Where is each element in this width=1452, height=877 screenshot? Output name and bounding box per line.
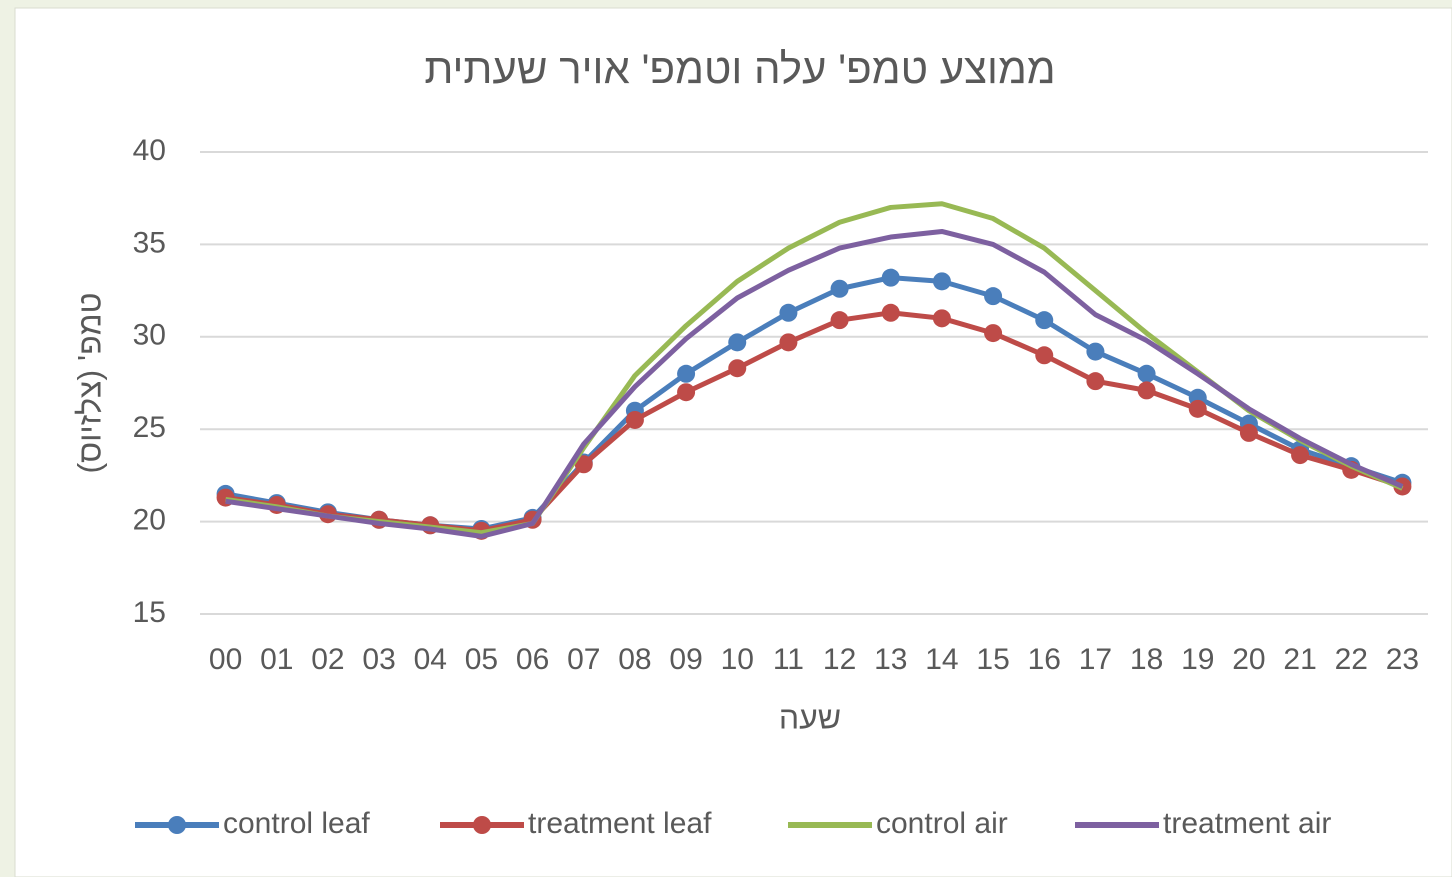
x-tick-label: 06 bbox=[516, 643, 549, 676]
x-tick-label: 03 bbox=[362, 643, 395, 676]
point bbox=[1137, 381, 1156, 400]
x-tick-label: 14 bbox=[925, 643, 958, 676]
legend-label: control air bbox=[876, 807, 1008, 840]
y-tick-label: 30 bbox=[133, 319, 166, 352]
point bbox=[779, 303, 798, 322]
point bbox=[1239, 423, 1258, 442]
x-tick-label: 21 bbox=[1283, 643, 1316, 676]
x-tick-label: 02 bbox=[311, 643, 344, 676]
x-tick-label: 19 bbox=[1181, 643, 1214, 676]
point bbox=[830, 279, 849, 298]
point bbox=[1086, 372, 1105, 391]
legend-label: treatment leaf bbox=[528, 807, 712, 840]
y-tick-label: 25 bbox=[133, 411, 166, 444]
x-tick-label: 05 bbox=[465, 643, 498, 676]
x-tick-label: 23 bbox=[1386, 643, 1419, 676]
point bbox=[881, 303, 900, 322]
chart-panel bbox=[14, 7, 1452, 877]
x-tick-label: 07 bbox=[567, 643, 600, 676]
point bbox=[932, 309, 951, 328]
chart-title: ממוצע טמפ' עלה וטמפ' אויר שעתית bbox=[424, 45, 1055, 92]
x-tick-label: 11 bbox=[773, 643, 804, 676]
y-tick-label: 15 bbox=[133, 596, 166, 629]
point bbox=[984, 287, 1003, 306]
point bbox=[677, 364, 696, 383]
x-tick-label: 01 bbox=[260, 643, 293, 676]
point bbox=[881, 268, 900, 287]
point bbox=[1035, 311, 1054, 330]
point bbox=[932, 272, 951, 291]
point bbox=[1137, 364, 1156, 383]
x-tick-label: 08 bbox=[618, 643, 651, 676]
x-tick-label: 09 bbox=[669, 643, 702, 676]
point bbox=[728, 333, 747, 352]
point bbox=[574, 455, 593, 474]
x-tick-label: 10 bbox=[721, 643, 754, 676]
point bbox=[1291, 446, 1310, 465]
legend-marker bbox=[168, 816, 186, 834]
point bbox=[779, 333, 798, 352]
point bbox=[830, 311, 849, 330]
point bbox=[728, 359, 747, 378]
point bbox=[1086, 342, 1105, 361]
x-tick-label: 00 bbox=[209, 643, 242, 676]
x-tick-label: 20 bbox=[1232, 643, 1265, 676]
x-tick-label: 04 bbox=[414, 643, 447, 676]
point bbox=[1035, 346, 1054, 365]
series-line bbox=[225, 228, 1404, 539]
legend-marker bbox=[473, 816, 491, 834]
y-tick-label: 35 bbox=[133, 226, 166, 259]
x-axis-label: שעה bbox=[779, 699, 841, 735]
legend-label: control leaf bbox=[223, 807, 370, 840]
point bbox=[1188, 399, 1207, 418]
point bbox=[625, 410, 644, 429]
x-tick-label: 22 bbox=[1335, 643, 1368, 676]
x-tick-label: 12 bbox=[823, 643, 856, 676]
legend-label: treatment air bbox=[1163, 807, 1331, 840]
point bbox=[984, 324, 1003, 343]
x-tick-label: 13 bbox=[874, 643, 907, 676]
x-tick-label: 16 bbox=[1028, 643, 1061, 676]
y-tick-label: 20 bbox=[133, 504, 166, 537]
point bbox=[677, 383, 696, 402]
x-tick-label: 17 bbox=[1079, 643, 1112, 676]
x-tick-label: 15 bbox=[976, 643, 1009, 676]
y-tick-label: 40 bbox=[133, 134, 166, 167]
y-axis-label: טמפ' (צלזיוס) bbox=[71, 292, 107, 473]
x-tick-label: 18 bbox=[1130, 643, 1163, 676]
